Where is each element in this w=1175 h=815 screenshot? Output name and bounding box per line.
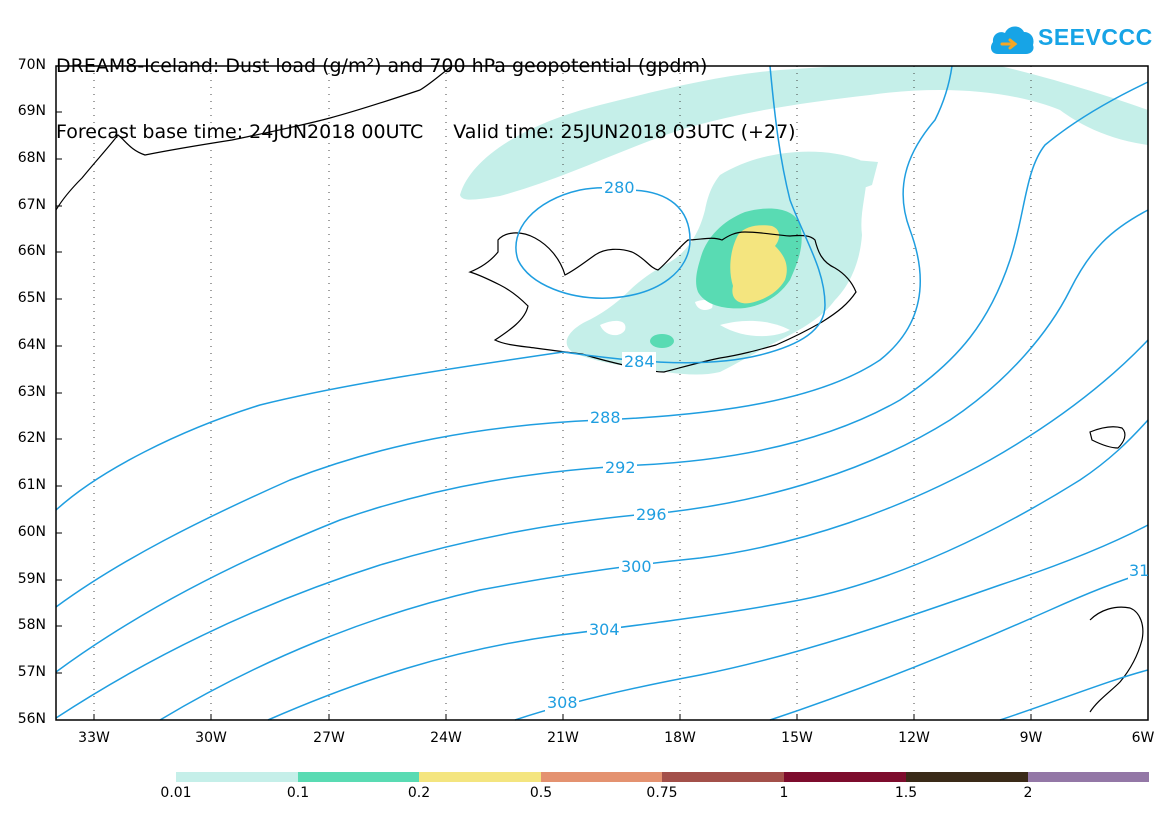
- lat-label-63n: 63N: [17, 384, 46, 400]
- lat-label-57n: 57N: [17, 664, 46, 680]
- lat-label-67n: 67N: [17, 197, 46, 213]
- legend-label-1-5: 1.5: [894, 785, 918, 801]
- lon-label-18w: 18W: [664, 730, 696, 746]
- contour-312: [769, 571, 1149, 721]
- legend-swatch-5: [662, 772, 784, 782]
- contour-label-308: 308: [547, 693, 578, 712]
- coastlines: [55, 65, 1144, 713]
- seevccc-logo: SEEVCCC: [988, 18, 1152, 62]
- contour-316: [999, 669, 1149, 721]
- contour-300: [159, 339, 1149, 721]
- title-line-2: Forecast base time: 24JUN2018 00UTC Vali…: [56, 121, 796, 143]
- contour-label-280: 280: [604, 178, 635, 197]
- lat-label-60n: 60N: [17, 524, 46, 540]
- contour-292: [55, 81, 1149, 673]
- contour-284: [562, 65, 826, 364]
- logo-text: SEEVCCC: [1038, 24, 1153, 50]
- lat-label-70n: 70N: [17, 57, 46, 73]
- contour-288: [55, 65, 953, 608]
- title-line-1: DREAM8-Iceland: Dust load (g/m²) and 700…: [56, 55, 708, 77]
- contour-296: [55, 209, 1149, 719]
- map-background: [56, 66, 1148, 720]
- lat-label-58n: 58N: [17, 617, 46, 633]
- cloud-logo-icon: [990, 26, 1034, 54]
- lon-label-9w: 9W: [1019, 730, 1043, 746]
- legend-label-0-01: 0.01: [160, 785, 192, 801]
- lat-label-61n: 61N: [17, 477, 46, 493]
- lon-label-24w: 24W: [430, 730, 462, 746]
- legend-swatch-7: [906, 772, 1028, 782]
- legend-swatch-1: [176, 772, 298, 782]
- contour-label-296: 296: [636, 505, 667, 524]
- lat-label-68n: 68N: [17, 150, 46, 166]
- faroe-coast: [1089, 426, 1126, 449]
- contour-label-bg: [545, 178, 1148, 713]
- greenland-coast: [55, 65, 453, 211]
- legend-label-0-75: 0.75: [646, 785, 678, 801]
- contour-280: [515, 186, 691, 299]
- lon-label-12w: 12W: [898, 730, 930, 746]
- contour-label-288: 288: [590, 408, 621, 427]
- contour-label-284: 284: [624, 352, 655, 371]
- lat-label-66n: 66N: [17, 243, 46, 259]
- map-title: DREAM8-Iceland: Dust load (g/m²) and 700…: [56, 11, 796, 165]
- lat-label-69n: 69N: [17, 103, 46, 119]
- lat-label-62n: 62N: [17, 430, 46, 446]
- contour-label-304: 304: [589, 620, 620, 639]
- contour-308: [514, 524, 1149, 721]
- geopotential-contours: [55, 65, 1149, 721]
- valid-time: Valid time: 25JUN2018 03UTC (+27): [453, 121, 796, 143]
- lon-label-30w: 30W: [195, 730, 227, 746]
- legend-swatch-6: [784, 772, 906, 782]
- contour-304: [267, 419, 1149, 721]
- forecast-base-time: Forecast base time: 24JUN2018 00UTC: [56, 121, 424, 143]
- dust-area-high: [730, 225, 787, 304]
- lat-label-56n: 56N: [17, 711, 46, 727]
- lon-label-6w: 6W: [1131, 730, 1155, 746]
- legend-swatch-8: [1028, 772, 1149, 782]
- lon-label-33w: 33W: [78, 730, 110, 746]
- contour-label-312-partial: 31: [1129, 561, 1150, 580]
- legend-label-0-1: 0.1: [286, 785, 310, 801]
- legend-colorbar: [176, 772, 1149, 782]
- lon-label-15w: 15W: [781, 730, 813, 746]
- lon-label-27w: 27W: [313, 730, 345, 746]
- contour-label-292: 292: [605, 458, 636, 477]
- lat-label-64n: 64N: [17, 337, 46, 353]
- iceland-coast: [468, 231, 857, 373]
- contour-284-west: [55, 351, 564, 511]
- legend-swatch-2: [298, 772, 419, 782]
- contour-label-300: 300: [621, 557, 652, 576]
- legend-label-0-2: 0.2: [407, 785, 431, 801]
- legend-swatch-4: [541, 772, 662, 782]
- dust-gaps: [600, 300, 790, 337]
- legend-label-2: 2: [1023, 785, 1033, 801]
- legend-swatch-3: [419, 772, 541, 782]
- scotland-coast: [1089, 606, 1144, 713]
- axis-ticks: [56, 65, 1149, 721]
- lat-label-65n: 65N: [17, 290, 46, 306]
- lat-label-59n: 59N: [17, 571, 46, 587]
- lon-label-21w: 21W: [547, 730, 579, 746]
- legend-label-0-5: 0.5: [529, 785, 553, 801]
- legend-label-1: 1: [779, 785, 789, 801]
